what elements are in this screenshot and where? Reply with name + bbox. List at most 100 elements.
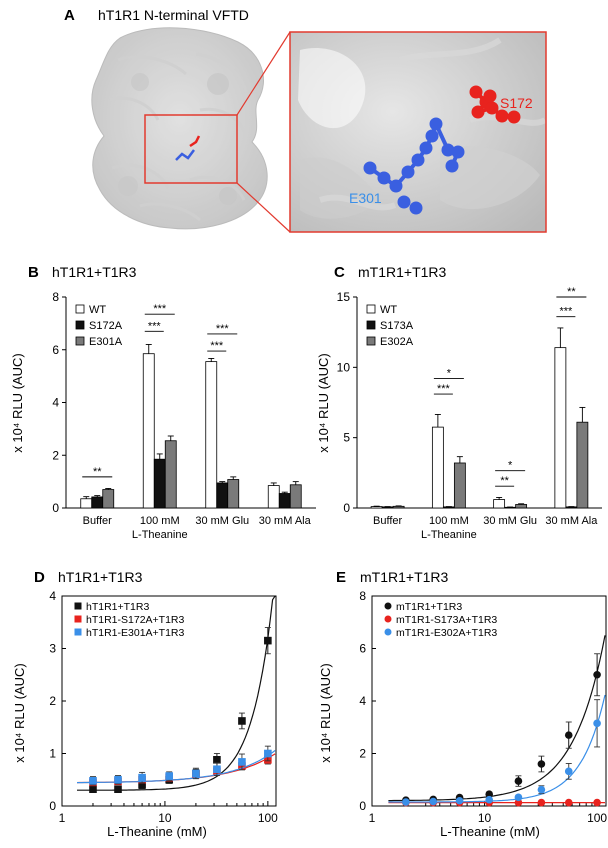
molecule-s172	[469, 85, 521, 124]
panel-d-ylabel: x 10⁴ RLU (AUC)	[12, 663, 27, 763]
bar	[153, 458, 166, 509]
x-tick-label: 100	[258, 811, 278, 825]
bar	[267, 485, 280, 509]
bar	[278, 493, 291, 509]
category-label: 30 mM Glu	[195, 515, 249, 527]
data-point	[564, 731, 573, 739]
panel-c-title: mT1R1+T1R3	[358, 264, 447, 280]
zoom-connector-bottom	[236, 182, 291, 233]
y-tick-label: 1	[49, 747, 56, 761]
significance-label: **	[500, 475, 509, 487]
panel-e: E mT1R1+T1R3 x 10⁴ RLU (AUC) L-Theanine …	[318, 569, 607, 839]
category-label: Buffer	[373, 515, 402, 527]
legend-label: WT	[89, 304, 106, 316]
bar	[227, 479, 240, 509]
legend-marker	[74, 628, 82, 636]
selection-box	[144, 114, 238, 184]
panel-b-ylabel: x 10⁴ RLU (AUC)	[10, 353, 25, 453]
category-label: 30 mM Ala	[259, 515, 312, 527]
panel-c-letter: C	[334, 264, 345, 281]
bar	[91, 496, 104, 509]
panel-d-xlabel: L-Theanine (mM)	[107, 824, 207, 839]
legend-label: mT1R1-S173A+T1R3	[396, 614, 497, 626]
y-tick-label: 2	[49, 694, 56, 708]
data-point	[485, 795, 494, 804]
bar	[493, 499, 506, 509]
data-point	[402, 798, 410, 806]
x-tick-label: 1	[369, 811, 376, 825]
significance-label: ***	[437, 383, 451, 395]
bar	[381, 506, 394, 509]
fit-curve	[388, 694, 606, 803]
bar	[565, 506, 578, 509]
legend-marker	[384, 628, 392, 636]
significance-label: *	[447, 368, 452, 380]
legend-label: mT1R1-E302A+T1R3	[396, 627, 497, 639]
zoom-cavity	[298, 48, 366, 129]
significance-label: *	[508, 460, 513, 472]
residue-s172-small	[189, 135, 201, 148]
bar	[164, 440, 177, 509]
category-sublabel: L-Theanine	[132, 529, 188, 541]
y-tick-label: 2	[52, 448, 59, 462]
panel-b: B hT1R1+T1R3 x 10⁴ RLU (AUC) 0 2 4 6 8 Buffer…	[10, 264, 316, 541]
zoom-view: S172 E301	[289, 31, 547, 233]
y-tick-label: 4	[359, 694, 366, 708]
legend-label: hT1R1+T1R3	[86, 601, 149, 613]
data-point	[564, 798, 573, 807]
x-tick-label: 100	[587, 811, 607, 825]
legend-label: E302A	[380, 336, 414, 348]
y-tick-label: 6	[52, 343, 59, 357]
molecule-e301	[363, 117, 465, 215]
data-point	[138, 773, 146, 782]
data-point	[514, 798, 523, 807]
data-point	[264, 636, 272, 645]
data-point	[238, 717, 246, 725]
zoom-fold	[440, 146, 540, 210]
y-tick-label: 8	[359, 589, 366, 603]
zoom-connector-top	[236, 31, 291, 116]
data-point	[89, 777, 97, 785]
panel-a-title: hT1R1 N-terminal VFTD	[98, 7, 249, 23]
data-point	[213, 765, 221, 774]
data-point	[238, 758, 246, 766]
data-point	[213, 756, 221, 764]
panel-e-ylabel: x 10⁴ RLU (AUC)	[318, 663, 333, 763]
bar	[370, 506, 383, 509]
y-tick-label: 0	[52, 501, 59, 515]
legend-marker	[384, 602, 392, 610]
y-tick-label: 10	[337, 360, 351, 374]
x-tick-label: 1	[59, 811, 66, 825]
panel-e-title: mT1R1+T1R3	[360, 569, 449, 585]
bar	[554, 347, 567, 509]
panel-d-letter: D	[34, 569, 45, 586]
x-tick-label: 10	[158, 811, 172, 825]
panel-a-letter: A	[64, 7, 75, 24]
residue-e301-small	[175, 149, 195, 161]
y-tick-label: 4	[49, 589, 56, 603]
legend-marker	[74, 615, 82, 623]
y-tick-label: 6	[359, 642, 366, 656]
legend-swatch	[366, 320, 376, 330]
data-point	[485, 790, 494, 798]
protein-lobe	[131, 73, 149, 91]
bar	[216, 482, 229, 509]
legend-swatch	[75, 304, 85, 314]
y-tick-label: 0	[343, 501, 350, 515]
bar	[442, 506, 455, 509]
protein-surface	[91, 27, 268, 230]
label-s172: S172	[500, 95, 533, 111]
fit-curve	[388, 635, 606, 802]
protein-lobe	[118, 176, 138, 196]
significance-label: ***	[210, 340, 224, 352]
label-e301: E301	[349, 190, 382, 206]
data-point	[264, 749, 272, 758]
legend-label: mT1R1+T1R3	[396, 601, 462, 613]
legend-label: WT	[380, 304, 397, 316]
panel-b-title: hT1R1+T1R3	[52, 264, 137, 280]
data-point	[429, 797, 438, 806]
data-point	[165, 772, 173, 780]
data-point	[564, 767, 573, 776]
legend-label: hT1R1-S172A+T1R3	[86, 614, 185, 626]
data-point	[89, 785, 97, 793]
